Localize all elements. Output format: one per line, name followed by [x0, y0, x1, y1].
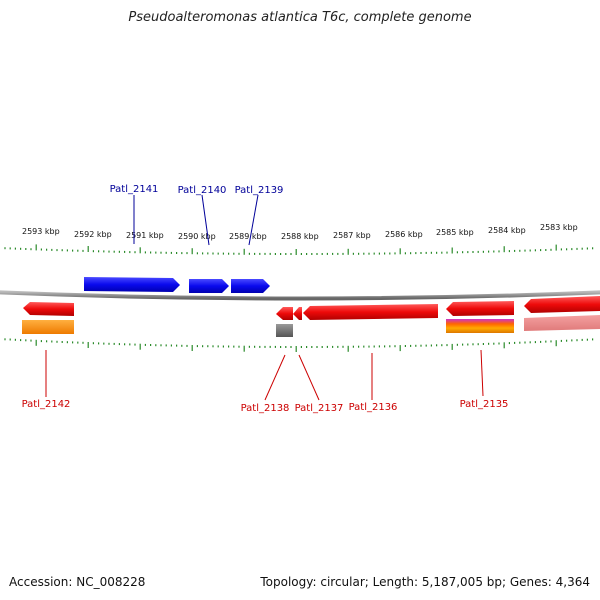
gene-feature-reverse[interactable]	[524, 296, 600, 313]
gene-label-patl-2135[interactable]: Patl_2135	[460, 399, 509, 410]
gene-feature-reverse[interactable]	[23, 302, 74, 316]
scale-ticks-upper	[4, 244, 594, 255]
scale-label-2589: 2589 kbp	[229, 232, 267, 241]
scale-ticks-lower	[4, 338, 594, 352]
scale-label-2593: 2593 kbp	[22, 227, 60, 236]
category-bar	[22, 320, 74, 334]
category-bar	[446, 319, 514, 333]
label-leader-line	[248, 194, 259, 246]
gene-label-patl-2140[interactable]: Patl_2140	[178, 185, 227, 196]
scale-label-2584: 2584 kbp	[488, 226, 526, 235]
gene-feature-reverse[interactable]	[446, 301, 514, 316]
category-bar	[524, 315, 600, 331]
gene-feature-forward[interactable]	[189, 279, 229, 293]
label-leader-line	[298, 354, 320, 401]
label-leader-line	[201, 194, 210, 246]
gene-feature-forward[interactable]	[84, 277, 180, 292]
gene-label-patl-2136[interactable]: Patl_2136	[349, 402, 398, 413]
scale-label-2588: 2588 kbp	[281, 232, 319, 241]
gene-label-patl-2142[interactable]: Patl_2142	[22, 399, 71, 410]
accession-text: Accession: NC_008228	[9, 575, 146, 589]
label-leader-line	[480, 349, 484, 397]
scale-label-2587: 2587 kbp	[333, 231, 371, 240]
scale-label-2586: 2586 kbp	[385, 230, 423, 239]
scale-label-2583: 2583 kbp	[540, 223, 578, 232]
scale-label-2592: 2592 kbp	[74, 230, 112, 239]
gene-feature-forward[interactable]	[231, 279, 270, 293]
gene-label-patl-2138[interactable]: Patl_2138	[241, 403, 290, 414]
gene-label-patl-2139[interactable]: Patl_2139	[235, 185, 284, 196]
genome-backbone	[0, 290, 600, 301]
gene-feature-reverse[interactable]	[303, 304, 438, 320]
label-leader-line	[264, 354, 286, 401]
gene-label-patl-2137[interactable]: Patl_2137	[295, 403, 344, 414]
scale-label-2585: 2585 kbp	[436, 228, 474, 237]
gene-feature-reverse[interactable]	[276, 307, 293, 320]
category-bar	[276, 324, 293, 337]
scale-label-2590: 2590 kbp	[178, 232, 216, 241]
scale-label-2591: 2591 kbp	[126, 231, 164, 240]
gene-feature-reverse[interactable]	[293, 307, 302, 320]
genome-title: Pseudoalteromonas atlantica T6c, complet…	[128, 10, 472, 25]
gene-label-patl-2141[interactable]: Patl_2141	[110, 184, 159, 195]
genome-summary-text: Topology: circular; Length: 5,187,005 bp…	[260, 575, 590, 589]
